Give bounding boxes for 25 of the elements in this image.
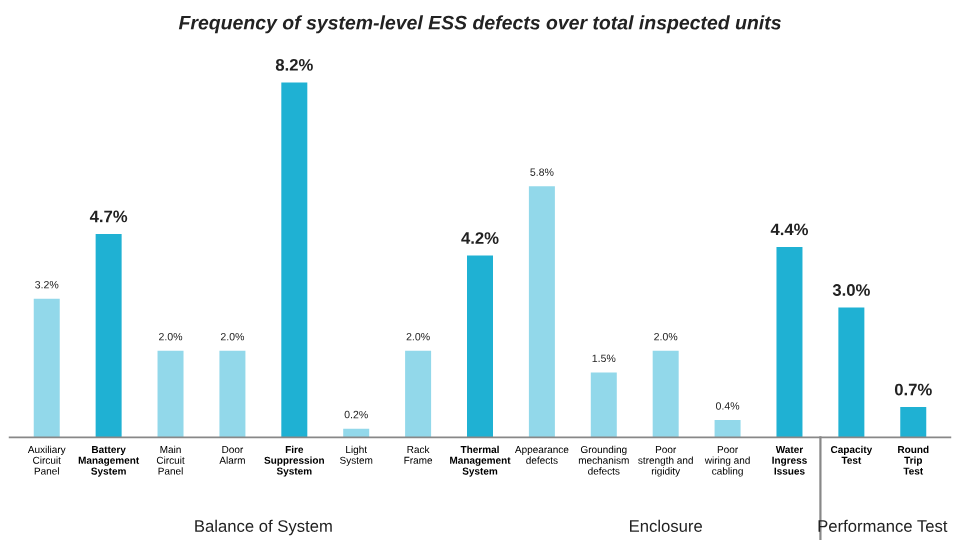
bar xyxy=(776,246,803,438)
bar xyxy=(33,298,60,438)
data-label: 4.4% xyxy=(770,223,809,236)
bar xyxy=(838,307,865,438)
chart-title: Frequency of system-level ESS defects over total inspected units xyxy=(178,15,781,34)
bar xyxy=(652,350,679,438)
data-label: 4.2% xyxy=(461,232,499,244)
bar xyxy=(343,428,370,438)
text: Enclosure xyxy=(630,519,702,532)
data-label: 3.0% xyxy=(832,284,870,296)
text: Balance of System xyxy=(195,519,332,536)
data-label: 0.7% xyxy=(894,383,932,396)
bar xyxy=(281,82,308,438)
text: Performance Test xyxy=(818,519,948,532)
bar xyxy=(590,372,617,438)
bar xyxy=(95,233,122,438)
bar xyxy=(467,255,493,438)
bar xyxy=(405,350,432,438)
bar xyxy=(900,407,927,438)
bar xyxy=(528,186,555,438)
bar xyxy=(714,420,741,438)
bar xyxy=(157,350,184,438)
data-label: 8.2% xyxy=(275,58,313,71)
bar xyxy=(219,350,246,438)
data-label: 4.7% xyxy=(89,210,128,223)
